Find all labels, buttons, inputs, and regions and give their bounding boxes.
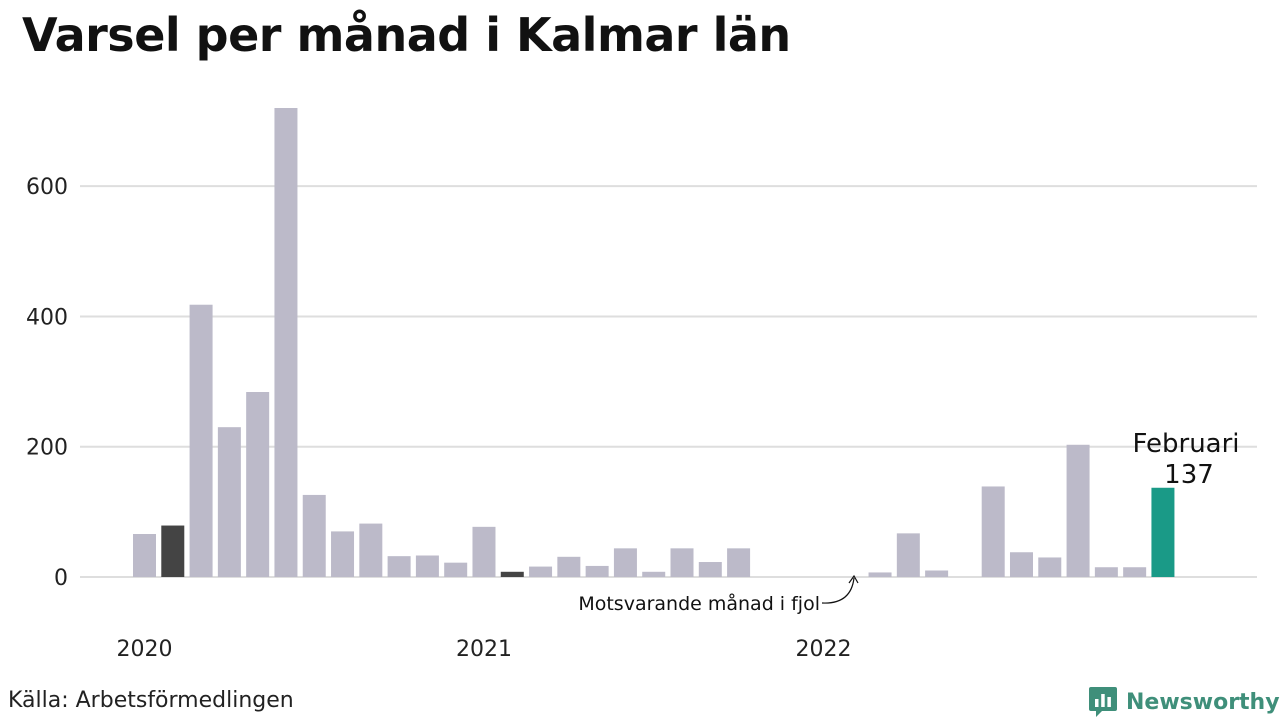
bar-2021-07 — [642, 571, 666, 577]
source-credit: Källa: Arbetsförmedlingen — [8, 688, 294, 713]
bar-2022-08 — [1009, 552, 1033, 577]
bar-2022-09 — [1038, 557, 1062, 577]
highlight-label: Februari 137 — [1132, 429, 1239, 490]
bars — [133, 108, 1175, 577]
bar-2020-11 — [415, 555, 439, 577]
bar-2020-03 — [189, 304, 213, 577]
bar-2021-01 — [472, 526, 496, 577]
highlight-value: 137 — [1164, 460, 1214, 490]
bar-2022-04 — [896, 533, 920, 577]
bar-2022-12 — [1123, 567, 1147, 577]
bar-2020-09 — [359, 523, 383, 577]
bar-2022-11 — [1094, 567, 1118, 577]
bar-2021-02 — [500, 571, 524, 577]
newsworthy-logo: Newsworthy — [1088, 684, 1280, 720]
y-tick-label: 600 — [26, 175, 68, 200]
bar-2020-10 — [387, 556, 411, 577]
bar-2021-09 — [698, 562, 722, 577]
bar-2020-05 — [246, 392, 270, 577]
bar-2020-12 — [444, 562, 468, 577]
bar-2021-04 — [557, 556, 581, 577]
x-axis-ticks: 2020 2021 2022 — [117, 637, 852, 662]
y-tick-label: 200 — [26, 436, 68, 461]
chart-title: Varsel per månad i Kalmar län — [22, 8, 791, 62]
bar-2020-06 — [274, 108, 298, 577]
annotation-arrowhead — [848, 574, 859, 584]
annotation-text: Motsvarande månad i fjol — [578, 592, 820, 615]
bar-2020-02 — [161, 525, 185, 577]
x-tick-label-2021: 2021 — [456, 637, 512, 662]
bar-2021-05 — [585, 565, 609, 577]
y-axis-ticks: 0 200 400 600 — [26, 175, 68, 591]
bar-2022-07 — [981, 486, 1005, 577]
annotation: Motsvarande månad i fjol — [578, 574, 859, 615]
y-tick-label: 400 — [26, 305, 68, 330]
bar-2020-08 — [331, 531, 355, 577]
bar-2021-03 — [529, 566, 553, 577]
bar-2022-10 — [1066, 444, 1090, 577]
x-tick-label-2022: 2022 — [796, 637, 852, 662]
bar-2020-01 — [133, 534, 156, 577]
bar-2020-04 — [217, 427, 241, 577]
bar-chart-bubble-icon — [1089, 687, 1117, 717]
x-tick-label-2020: 2020 — [117, 637, 173, 662]
bar-2023-01 — [1151, 487, 1175, 577]
bar-2020-07 — [302, 494, 326, 577]
bar-2022-05 — [925, 570, 949, 577]
bar-2022-03 — [868, 572, 892, 577]
annotation-arrow — [821, 577, 855, 604]
bar-2021-06 — [613, 548, 637, 577]
brand-name: Newsworthy — [1126, 689, 1280, 715]
y-tick-label: 0 — [54, 566, 68, 591]
bar-chart: 0 200 400 600 2020 2021 2022 Motsvarande måna… — [26, 108, 1257, 662]
bar-2021-10 — [727, 548, 751, 577]
bar-2021-08 — [670, 548, 694, 577]
highlight-month: Februari — [1132, 429, 1239, 459]
